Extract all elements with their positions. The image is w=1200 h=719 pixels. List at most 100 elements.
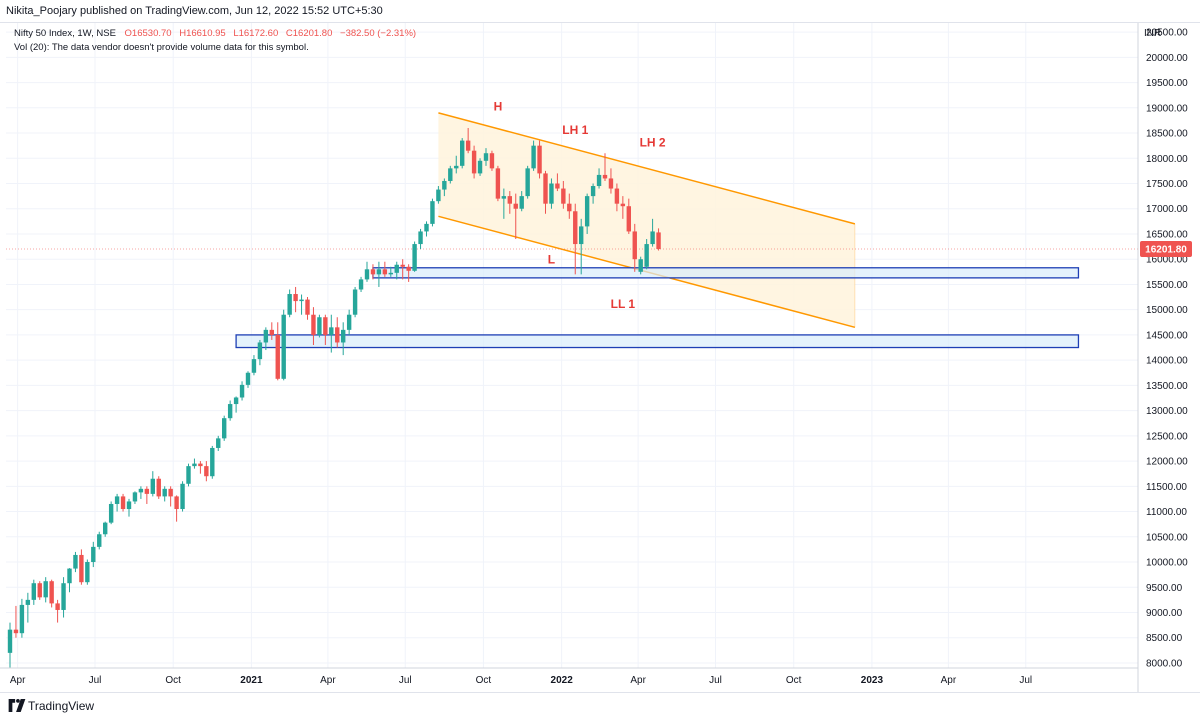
- candle-body: [281, 314, 286, 379]
- price-tick-label: 9000.00: [1146, 608, 1183, 619]
- time-tick-label: 2021: [240, 675, 263, 686]
- candle-body: [626, 206, 631, 232]
- candle-body: [376, 269, 382, 275]
- annotation-label: H: [494, 99, 503, 113]
- price-tick-label: 17500.00: [1146, 179, 1188, 190]
- price-tick-label: 19000.00: [1146, 103, 1188, 114]
- candle-body: [233, 397, 239, 405]
- price-axis[interactable]: [1138, 22, 1200, 692]
- candle-body: [103, 522, 108, 535]
- candles-layer: [7, 127, 661, 668]
- candle-body: [198, 463, 203, 467]
- candle-body: [7, 629, 13, 653]
- candle-body: [239, 384, 245, 398]
- candle-body: [180, 483, 185, 510]
- candle-body: [579, 226, 584, 245]
- time-tick-label: Oct: [476, 675, 492, 686]
- candle-body: [37, 583, 42, 598]
- annotation-label: LH 1: [562, 123, 588, 137]
- time-tick-label: Apr: [320, 675, 336, 686]
- candle-body: [25, 599, 31, 605]
- candle-body: [31, 583, 36, 600]
- candle-body: [549, 183, 554, 204]
- last-price-badge: [1140, 241, 1192, 258]
- candle-body: [537, 145, 542, 174]
- candle-body: [436, 189, 441, 202]
- axes-layer[interactable]: INR 8000.00 8500.00 9000.00 9500.00 10000.00 1…: [0, 22, 1200, 692]
- annotation-label: LL 1: [611, 297, 636, 311]
- candle-body: [341, 329, 346, 343]
- candle-body: [222, 418, 227, 439]
- time-tick-label: 2023: [861, 675, 884, 686]
- candle-body: [323, 317, 328, 335]
- footer: TradingView: [0, 692, 1200, 719]
- candle-body: [442, 180, 447, 190]
- time-tick-label: Apr: [941, 675, 957, 686]
- ohlc-open: O16530.70: [125, 28, 172, 39]
- price-tick-label: 14500.00: [1146, 330, 1188, 341]
- candle-body: [55, 603, 60, 610]
- price-tick-label: 13500.00: [1146, 381, 1188, 392]
- candle-body: [424, 223, 429, 232]
- candle-body: [305, 299, 310, 315]
- candle-body: [186, 466, 191, 484]
- candle-body: [257, 342, 263, 360]
- publisher-bar: Nikita_Poojary published on TradingView.…: [0, 0, 1200, 23]
- candle-body: [602, 174, 608, 179]
- candle-body: [269, 329, 274, 335]
- candle-body: [596, 174, 602, 187]
- candle-body: [67, 568, 72, 584]
- candle-body: [43, 581, 48, 598]
- candle-body: [382, 269, 388, 275]
- currency-label: INR: [1144, 28, 1161, 39]
- price-tick-label: 11000.00: [1146, 507, 1187, 518]
- candle-body: [126, 501, 132, 510]
- candle-body: [168, 488, 173, 497]
- annotation-label: L: [548, 253, 555, 267]
- price-tick-label: 10500.00: [1146, 532, 1188, 543]
- time-axis[interactable]: [0, 668, 1138, 692]
- support-zone-1[interactable]: [372, 267, 1080, 279]
- price-tick-label: 16000.00: [1146, 255, 1188, 266]
- time-tick-label: Jul: [1019, 675, 1032, 686]
- candle-body: [263, 329, 269, 343]
- candle-body: [19, 604, 25, 634]
- candle-body: [293, 294, 298, 302]
- candle-body: [388, 272, 393, 275]
- price-tick-label: 16500.00: [1146, 229, 1188, 240]
- candle-body: [132, 492, 138, 502]
- candle-body: [501, 196, 507, 199]
- candle-body: [465, 140, 471, 151]
- time-tick-label: Jul: [89, 675, 102, 686]
- candle-body: [251, 359, 257, 373]
- candle-body: [454, 165, 459, 169]
- price-tick-label: 15000.00: [1146, 305, 1188, 316]
- time-tick-label: Oct: [786, 675, 802, 686]
- time-tick-label: Jul: [399, 675, 412, 686]
- price-tick-label: 12500.00: [1146, 431, 1188, 442]
- candle-body: [525, 168, 530, 197]
- candle-body: [620, 203, 626, 207]
- ohlc-low: L16172.60: [233, 28, 278, 39]
- time-tick-label: Apr: [630, 675, 646, 686]
- candle-body: [275, 334, 280, 379]
- candle-body: [477, 160, 483, 174]
- candle-body: [311, 314, 316, 335]
- drawings-layer[interactable]: [6, 112, 1138, 349]
- tradingview-logo-icon[interactable]: [8, 699, 26, 712]
- tradingview-brand[interactable]: TradingView: [28, 699, 95, 713]
- candle-body: [287, 294, 292, 315]
- candle-body: [227, 404, 233, 419]
- candle-body: [608, 178, 614, 189]
- candle-body: [555, 183, 560, 189]
- candle-body: [346, 314, 352, 330]
- support-zone-2[interactable]: [235, 334, 1080, 349]
- channel-upper-line[interactable]: [438, 112, 856, 225]
- candle-body: [567, 203, 572, 212]
- price-tick-label: 15500.00: [1146, 280, 1188, 291]
- candle-body: [138, 488, 144, 493]
- candle-body: [370, 269, 376, 275]
- price-tick-label: 18000.00: [1146, 154, 1188, 165]
- candle-body: [335, 327, 340, 343]
